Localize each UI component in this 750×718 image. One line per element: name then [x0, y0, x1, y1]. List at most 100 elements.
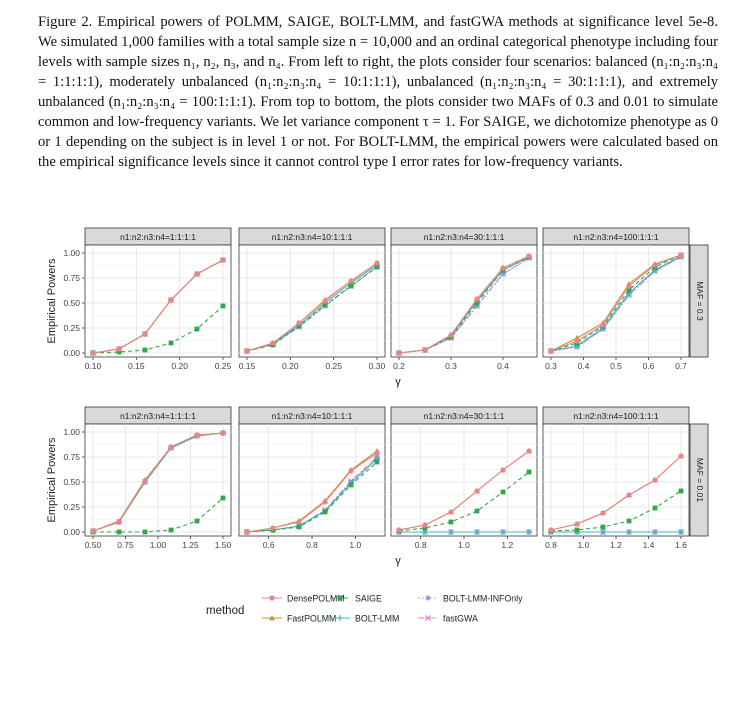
legend-title: method [206, 605, 244, 617]
point-circle [374, 260, 380, 266]
point-square [474, 300, 480, 306]
legend-entry: SAIGE [330, 594, 382, 604]
point-square [678, 488, 684, 494]
data-point [194, 271, 200, 277]
facet-panel: 0.6 0.8 1.0 [238, 423, 386, 550]
point-square [600, 524, 606, 530]
data-point [322, 509, 328, 515]
legend-entry: FastPOLMM [262, 614, 336, 624]
data-point [474, 529, 480, 535]
data-point [626, 287, 632, 293]
point-square [374, 459, 380, 465]
legend-label: BOLT-LMM [355, 614, 399, 624]
point-square [422, 525, 428, 531]
data-point [500, 265, 506, 271]
x-tick-label: 0.7 [675, 361, 687, 371]
series-line-saige [246, 461, 378, 533]
x-tick-label: 0.6 [263, 540, 275, 550]
x-tick-label: 1.0 [349, 540, 361, 550]
y-tick-label: 0.75 [63, 273, 80, 283]
series-line-densepolmm [246, 262, 378, 352]
point-square [626, 518, 632, 524]
point-circle [600, 322, 606, 328]
data-point [448, 519, 454, 525]
data-point [220, 257, 226, 263]
point-circle [90, 350, 96, 356]
data-point [244, 529, 250, 535]
point-plus [678, 529, 684, 535]
data-point [348, 468, 354, 474]
point-circle [348, 468, 354, 474]
data-point [168, 297, 174, 303]
point-square [194, 518, 200, 524]
x-tick-label: 0.5 [610, 361, 622, 371]
point-circle [448, 332, 454, 338]
series-line-bolt-lmm [550, 255, 682, 352]
point-square [526, 469, 532, 475]
data-point [194, 432, 200, 438]
x-tick-label: 1.50 [215, 540, 232, 550]
point-square [220, 303, 226, 309]
facet-strip-label: n1:n2:n3:n4=10:1:1:1 [272, 411, 353, 421]
point-circle [474, 296, 480, 302]
series-line-densepolmm [550, 254, 682, 352]
data-point [220, 430, 226, 436]
data-point [600, 510, 606, 516]
facet-panel: 0.15 0.20 0.25 0.30 [238, 244, 386, 371]
x-tick-label: 0.20 [282, 361, 299, 371]
legend-entry: fastGWA [418, 614, 478, 624]
point-triangle [269, 615, 275, 621]
point-plus [500, 529, 506, 535]
facet-panel: 0.8 1.0 1.2 [390, 423, 538, 550]
series-line-fastgwa [246, 456, 378, 533]
x-tick-label: 0.8 [415, 540, 427, 550]
x-tick-label: 1.2 [610, 540, 622, 550]
data-point [322, 499, 328, 505]
point-circle [500, 265, 506, 271]
legend-label: BOLT-LMM-INFOnly [443, 594, 523, 604]
x-axis-label: γ [395, 376, 401, 388]
point-square [348, 283, 354, 289]
x-axis-label: γ [395, 555, 401, 567]
facet-panel: 0.00 0.25 0.50 0.75 1.00 0.50 0.75 1.00 1.25 1.50 [63, 423, 232, 550]
point-circle [168, 444, 174, 450]
point-square [116, 349, 122, 355]
data-point [574, 521, 580, 527]
row-strip-label: MAF = 0.01 [695, 458, 705, 502]
facet-strip-label: n1:n2:n3:n4=100:1:1:1 [573, 232, 659, 242]
data-point [194, 518, 200, 524]
point-circle [652, 262, 658, 268]
data-point [374, 459, 380, 465]
data-point [168, 444, 174, 450]
point-square [142, 347, 148, 353]
point-square [116, 529, 122, 535]
data-point [422, 525, 428, 531]
figure-caption: Figure 2. Empirical powers of POLMM, SAI… [38, 14, 718, 170]
point-circle [422, 522, 428, 528]
point-plus [600, 529, 606, 535]
point-circle [348, 278, 354, 284]
data-point [116, 529, 122, 535]
facet-panel: 0.3 0.4 0.5 0.6 0.7 [542, 244, 690, 371]
point-circle [296, 320, 302, 326]
point-circle [270, 340, 276, 346]
x-tick-label: 0.30 [369, 361, 386, 371]
facet-panel: 0.2 0.3 0.4 [390, 244, 538, 371]
data-point [500, 529, 506, 535]
facet-strip-label: n1:n2:n3:n4=30:1:1:1 [424, 411, 505, 421]
point-square [168, 527, 174, 533]
x-tick-label: 0.25 [325, 361, 342, 371]
point-circle [652, 477, 658, 483]
point-square [220, 495, 226, 501]
data-point [526, 529, 532, 535]
data-point [652, 505, 658, 511]
data-point [90, 350, 96, 356]
y-axis-label: Empirical Powers [46, 258, 58, 343]
data-point [322, 298, 328, 304]
data-point [374, 450, 380, 456]
x-tick-label: 0.75 [117, 540, 134, 550]
point-circle [422, 347, 428, 353]
data-point [526, 448, 532, 454]
series-line-saige [550, 490, 682, 532]
